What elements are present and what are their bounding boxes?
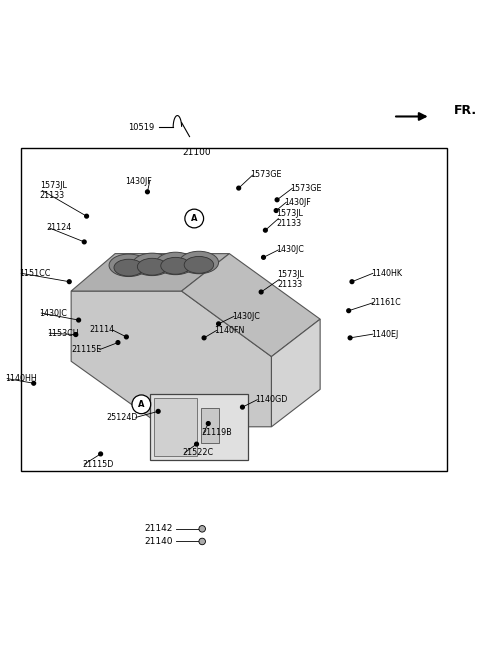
Ellipse shape [184,256,214,273]
Circle shape [83,240,86,244]
Ellipse shape [114,260,144,276]
Text: 1430JC: 1430JC [39,309,67,317]
Text: 21142: 21142 [145,524,173,533]
Ellipse shape [179,251,218,274]
Circle shape [156,409,160,413]
Bar [155,397,197,456]
Circle shape [145,190,149,194]
Text: A: A [191,214,197,223]
Circle shape [216,322,220,326]
Text: 21115E: 21115E [72,345,102,354]
Polygon shape [272,319,320,427]
Text: FR.: FR. [454,104,477,118]
Text: 21522C: 21522C [182,448,214,457]
Text: 1430JC: 1430JC [276,245,304,254]
Circle shape [124,335,128,339]
Text: A: A [138,400,144,409]
Text: 21161C: 21161C [371,298,401,307]
Text: 1573GE: 1573GE [251,170,282,179]
Text: 1573JL
21133: 1573JL 21133 [276,209,303,228]
Text: 1430JC: 1430JC [232,312,260,321]
Ellipse shape [156,252,195,275]
Circle shape [99,452,103,456]
Circle shape [132,395,151,414]
Text: 21115D: 21115D [82,460,113,468]
Bar [150,394,248,459]
Circle shape [32,381,36,385]
Ellipse shape [161,258,190,274]
Circle shape [350,280,354,284]
Bar [201,408,219,443]
Text: 21100: 21100 [182,148,211,158]
Circle shape [259,290,263,294]
Circle shape [202,336,206,340]
Ellipse shape [137,258,167,275]
Circle shape [199,538,205,545]
Text: 1151CC: 1151CC [19,269,50,278]
Text: 1430JF: 1430JF [284,198,311,207]
Text: 21119B: 21119B [201,428,232,438]
Circle shape [262,256,265,260]
Circle shape [185,209,204,228]
Circle shape [206,422,210,425]
Text: 1140HH: 1140HH [5,374,36,383]
Text: 1430JF: 1430JF [125,177,152,185]
Text: 21140: 21140 [144,537,173,546]
Circle shape [237,186,240,190]
Circle shape [264,229,267,232]
Text: 1573JL
21133: 1573JL 21133 [277,270,304,289]
Ellipse shape [109,254,148,277]
Circle shape [84,214,88,218]
Circle shape [347,309,350,313]
Polygon shape [71,291,272,427]
Text: 1573GE: 1573GE [290,183,322,193]
Text: 1153CH: 1153CH [47,328,78,338]
Polygon shape [71,254,229,291]
Text: 25124D: 25124D [107,413,138,422]
Text: 1140EJ: 1140EJ [371,330,398,338]
Text: 1140FN: 1140FN [215,326,245,335]
Circle shape [74,332,78,336]
Circle shape [77,318,81,322]
Circle shape [116,341,120,344]
Bar [21,148,447,471]
Text: 10519: 10519 [128,123,155,132]
Circle shape [240,405,244,409]
Circle shape [348,336,352,340]
Text: 1573JL
21133: 1573JL 21133 [40,181,67,200]
Ellipse shape [132,253,172,276]
Text: 21124: 21124 [47,223,72,233]
Circle shape [199,526,205,532]
Circle shape [67,280,71,284]
Circle shape [275,198,279,202]
Circle shape [274,209,278,212]
Text: 1140GD: 1140GD [255,395,288,404]
Circle shape [195,442,198,446]
Text: 1140HK: 1140HK [371,269,402,278]
Polygon shape [181,254,320,357]
Text: 21114: 21114 [90,325,115,334]
